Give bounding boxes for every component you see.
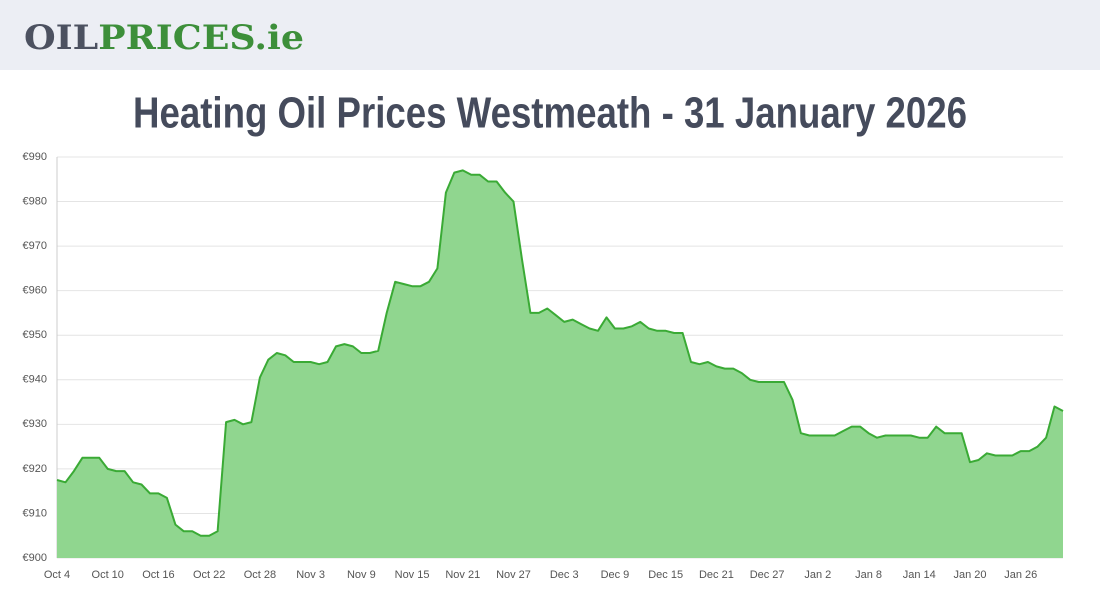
x-tick-label: Nov 3 [296, 569, 325, 581]
x-tick-label: Dec 9 [601, 569, 630, 581]
y-tick-label: €950 [23, 329, 47, 341]
price-line [56, 169, 1064, 537]
logo[interactable]: OIL PRICES .ie [24, 18, 304, 58]
x-tick-label: Oct 16 [142, 569, 174, 581]
x-tick-label: Dec 21 [699, 569, 734, 581]
y-tick-label: €910 [23, 507, 47, 519]
x-tick-label: Oct 10 [92, 569, 124, 581]
x-tick-label: Jan 26 [1004, 569, 1037, 581]
x-tick-label: Nov 21 [445, 569, 480, 581]
x-tick-label: Oct 22 [193, 569, 225, 581]
chart-title: Heating Oil Prices Westmeath - 31 Januar… [133, 89, 967, 138]
x-tick-label: Oct 4 [44, 569, 70, 581]
y-tick-label: €940 [23, 374, 47, 386]
x-tick-label: Dec 15 [648, 569, 683, 581]
y-tick-label: €960 [23, 285, 47, 297]
y-tick-label: €900 [23, 552, 47, 564]
x-tick-label: Oct 28 [244, 569, 276, 581]
y-tick-label: €980 [23, 195, 47, 207]
area-fill [57, 170, 1063, 558]
x-tick-label: Jan 2 [804, 569, 831, 581]
y-tick-label: €920 [23, 463, 47, 475]
logo-part: .ie [254, 18, 304, 58]
x-tick-label: Dec 27 [750, 569, 785, 581]
x-tick-label: Jan 14 [903, 569, 936, 581]
x-tick-label: Nov 27 [496, 569, 531, 581]
x-tick-label: Jan 8 [855, 569, 882, 581]
x-tick-label: Jan 20 [953, 569, 986, 581]
x-tick-label: Dec 3 [550, 569, 579, 581]
logo-part: OIL [24, 18, 98, 58]
logo-part: PRICES [98, 18, 254, 58]
y-tick-label: €990 [23, 151, 47, 163]
x-tick-label: Nov 9 [347, 569, 376, 581]
x-tick-label: Nov 15 [395, 569, 430, 581]
y-tick-label: €970 [23, 240, 47, 252]
header-bar [0, 0, 1100, 70]
y-tick-label: €930 [23, 418, 47, 430]
